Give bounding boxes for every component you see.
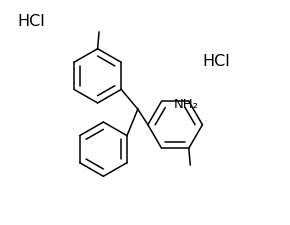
Text: HCl: HCl [17,14,45,29]
Text: HCl: HCl [202,54,230,69]
Text: NH₂: NH₂ [174,98,199,111]
